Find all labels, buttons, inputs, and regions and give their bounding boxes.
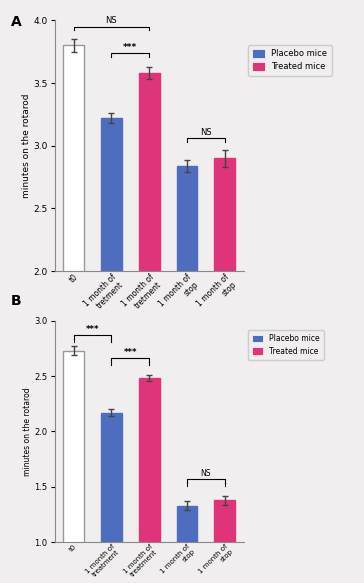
Legend: Placebo mice, Treated mice: Placebo mice, Treated mice (248, 331, 324, 360)
Text: ***: *** (124, 348, 137, 357)
Bar (214, 500, 235, 583)
Text: B: B (11, 294, 21, 308)
Legend: Placebo mice, Treated mice: Placebo mice, Treated mice (248, 45, 332, 76)
Bar (101, 413, 122, 583)
Bar (63, 350, 84, 583)
Text: NS: NS (106, 16, 117, 26)
Bar (214, 158, 235, 522)
Bar (139, 378, 160, 583)
Text: ***: *** (86, 325, 99, 334)
Y-axis label: minutes on the rotarod: minutes on the rotarod (23, 387, 32, 476)
Bar (139, 73, 160, 522)
Text: NS: NS (201, 469, 211, 478)
Bar (63, 45, 84, 522)
Text: A: A (11, 15, 22, 29)
Y-axis label: minutes on the rotarod: minutes on the rotarod (21, 93, 31, 198)
Text: NS: NS (200, 128, 212, 137)
Text: ***: *** (123, 43, 138, 52)
Bar (177, 166, 197, 522)
Bar (101, 118, 122, 522)
Bar (177, 505, 197, 583)
